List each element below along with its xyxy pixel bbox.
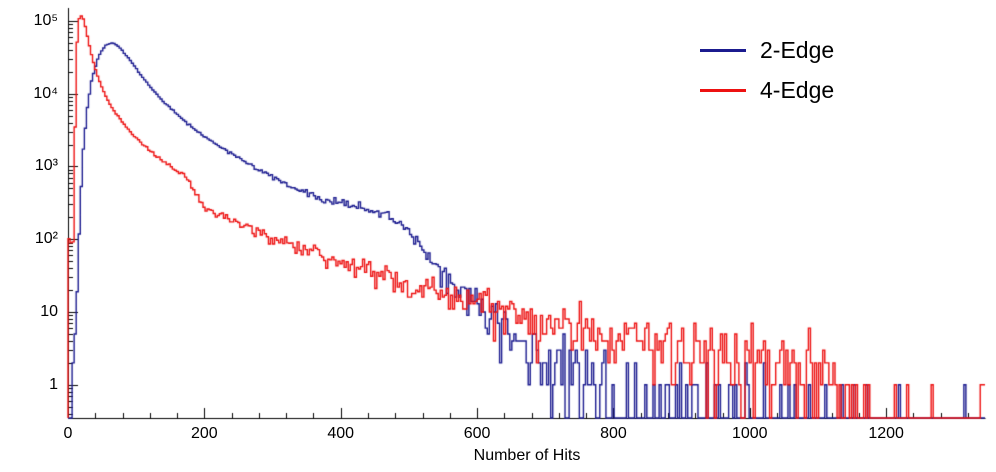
legend: 2-Edge 4-Edge [700, 38, 835, 102]
legend-entry-4edge: 4-Edge [700, 78, 834, 102]
legend-line-4edge-icon [700, 88, 746, 92]
x-axis-title: Number of Hits [473, 447, 581, 464]
x-tick-label: 200 [190, 425, 218, 442]
x-tick-label: 800 [600, 425, 627, 442]
y-tick-label: 10⁴ [33, 84, 58, 102]
x-tick-label: 1000 [731, 425, 768, 442]
legend-label-2edge: 2-Edge [760, 37, 835, 63]
y-tick-label: 10 [40, 303, 58, 320]
y-tick-label: 10³ [34, 157, 58, 175]
y-tick-label: 10² [34, 230, 58, 248]
x-tick-label: 0 [63, 425, 73, 442]
legend-entry-2edge: 2-Edge [700, 38, 834, 62]
x-tick-label: 400 [327, 425, 355, 442]
x-tick-label: 1200 [868, 425, 904, 442]
y-tick-label: 10⁵ [33, 11, 58, 29]
y-tick-label: 1 [49, 375, 58, 393]
legend-label-4edge: 4-Edge [760, 77, 835, 103]
x-tick-label: 600 [463, 425, 491, 442]
legend-line-2edge-icon [700, 48, 746, 52]
